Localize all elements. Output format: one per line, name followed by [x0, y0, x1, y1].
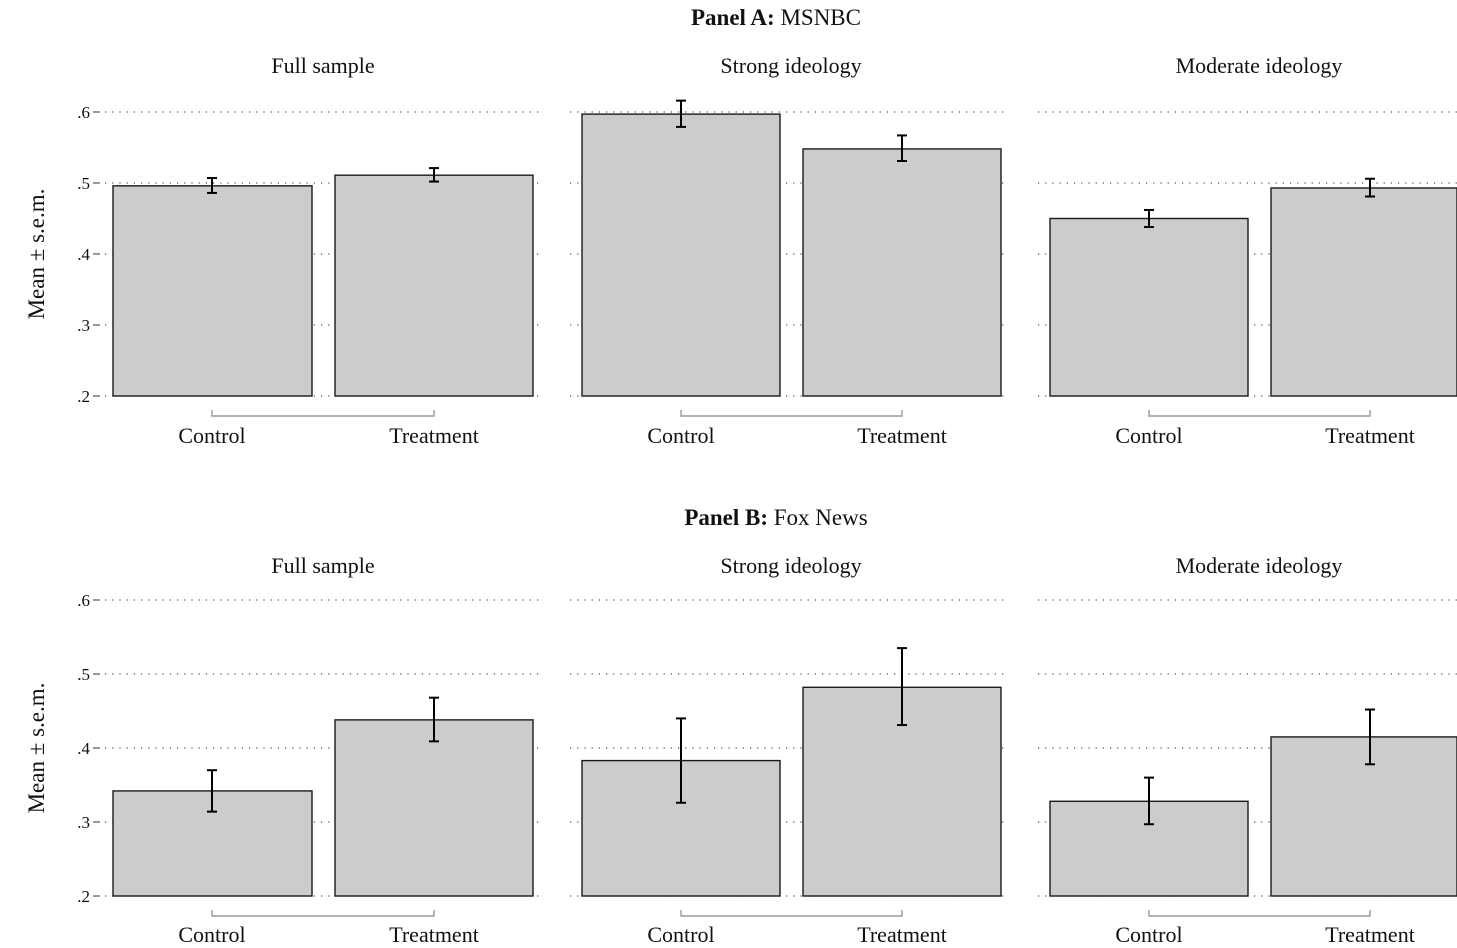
y-tick-label: .6: [77, 103, 90, 122]
x-tick-label: Treatment: [857, 423, 947, 448]
x-axis-bracket: [1148, 410, 1371, 417]
subplot-title: Moderate ideology: [1176, 53, 1343, 78]
x-tick-label: Control: [178, 423, 245, 448]
subplot-title: Full sample: [271, 53, 374, 78]
panel-title: Panel A: MSNBC: [691, 5, 861, 30]
x-axis-bracket: [211, 910, 435, 917]
x-tick-label: Control: [178, 922, 245, 947]
bar: [802, 148, 1002, 397]
x-axis-bracket: [680, 410, 903, 417]
x-axis-bracket: [680, 910, 903, 917]
bar: [334, 174, 534, 397]
bar: [1270, 187, 1457, 397]
panel-title-source: Fox News: [774, 505, 868, 530]
x-tick-label: Control: [647, 423, 714, 448]
y-tick-label: .6: [77, 591, 90, 610]
x-tick-label: Treatment: [389, 922, 479, 947]
y-tick-label: .3: [77, 316, 90, 335]
y-tick-label: .4: [77, 245, 90, 264]
x-tick-label: Treatment: [1325, 922, 1415, 947]
x-tick-label: Treatment: [857, 922, 947, 947]
y-tick-label: .5: [77, 665, 90, 684]
y-tick-label: .3: [77, 813, 90, 832]
bar: [112, 790, 313, 897]
y-tick-label: .2: [77, 387, 90, 406]
y-tick-label: .5: [77, 174, 90, 193]
x-tick-label: Control: [1115, 922, 1182, 947]
panel-title: Panel B: Fox News: [684, 505, 867, 530]
x-axis-bracket: [1148, 910, 1371, 917]
panel-title-label: Panel A:: [691, 5, 780, 30]
bar: [1270, 736, 1457, 897]
panel-title-label: Panel B:: [684, 505, 773, 530]
y-tick-label: .4: [77, 739, 90, 758]
subplot-title: Strong ideology: [720, 53, 861, 78]
subplot-title: Moderate ideology: [1176, 553, 1343, 578]
subplot-title: Full sample: [271, 553, 374, 578]
y-tick-label: .2: [77, 887, 90, 906]
bar: [112, 185, 313, 397]
bar: [334, 719, 534, 897]
y-axis-label: Mean ± s.e.m.: [24, 683, 49, 814]
y-axis-label: Mean ± s.e.m.: [24, 189, 49, 320]
x-axis-bracket: [211, 410, 435, 417]
x-tick-label: Treatment: [389, 423, 479, 448]
subplot-title: Strong ideology: [720, 553, 861, 578]
x-tick-label: Control: [647, 922, 714, 947]
panel-title-source: MSNBC: [780, 5, 861, 30]
bar: [581, 113, 781, 397]
bar: [1049, 217, 1249, 397]
x-tick-label: Control: [1115, 423, 1182, 448]
x-tick-label: Treatment: [1325, 423, 1415, 448]
